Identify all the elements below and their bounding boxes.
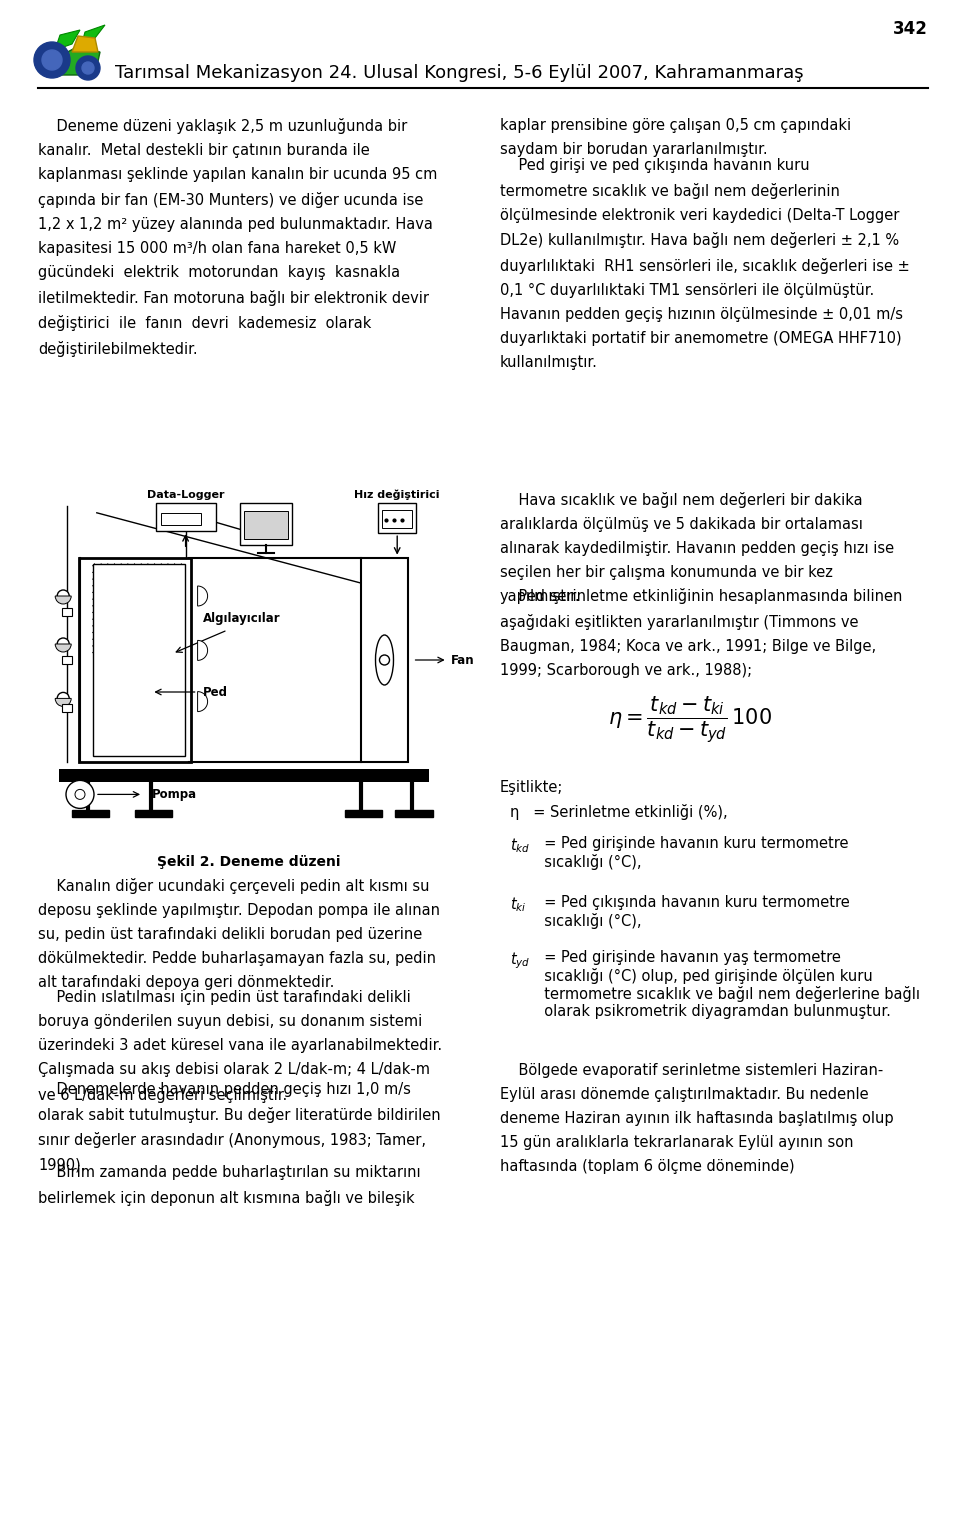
- Text: olarak psikrometrik diyagramdan bulunmuştur.: olarak psikrometrik diyagramdan bulunmuş…: [535, 1004, 891, 1019]
- Bar: [156, 503, 216, 532]
- Text: Bölgede evaporatif serinletme sistemleri Haziran-
Eylül arası dönemde çalıştırıl: Bölgede evaporatif serinletme sistemleri…: [500, 1063, 894, 1174]
- Wedge shape: [56, 699, 71, 706]
- Bar: [59, 769, 428, 782]
- Wedge shape: [198, 586, 207, 606]
- Text: Kanalın diğer ucundaki çerçeveli pedin alt kısmı su
deposu şeklinde yapılmıştır.: Kanalın diğer ucundaki çerçeveli pedin a…: [38, 878, 440, 990]
- Bar: [62, 703, 72, 712]
- Text: $\eta = \dfrac{t_{kd} - t_{ki}}{t_{kd} - t_{yd}} \, 100$: $\eta = \dfrac{t_{kd} - t_{ki}}{t_{kd} -…: [608, 694, 772, 746]
- Text: Ped: Ped: [203, 685, 228, 699]
- Wedge shape: [198, 691, 207, 711]
- Text: sıcaklığı (°C),: sıcaklığı (°C),: [535, 854, 641, 870]
- Circle shape: [76, 56, 100, 81]
- Polygon shape: [62, 49, 100, 74]
- Text: Algılayıcılar: Algılayıcılar: [203, 612, 280, 624]
- Text: kaplar prensibine göre çalışan 0,5 cm çapındaki
saydam bir borudan yararlanılmış: kaplar prensibine göre çalışan 0,5 cm ça…: [500, 118, 852, 156]
- Circle shape: [75, 790, 85, 799]
- Text: = Ped girişinde havanın kuru termometre: = Ped girişinde havanın kuru termometre: [535, 835, 849, 851]
- Text: Data-Logger: Data-Logger: [147, 491, 225, 500]
- Bar: [345, 811, 382, 817]
- Bar: [240, 503, 292, 545]
- Wedge shape: [56, 595, 71, 605]
- Text: = Ped girişinde havanın yaş termometre: = Ped girişinde havanın yaş termometre: [535, 949, 841, 965]
- Text: $t_{ki}$: $t_{ki}$: [510, 895, 526, 914]
- Circle shape: [379, 655, 390, 665]
- Text: sıcaklığı (°C) olup, ped girişinde ölçülen kuru: sıcaklığı (°C) olup, ped girişinde ölçül…: [535, 968, 873, 984]
- Bar: [92, 564, 185, 756]
- Circle shape: [58, 589, 69, 602]
- Text: Hız değiştirici: Hız değiştirici: [354, 489, 440, 500]
- Text: termometre sıcaklık ve bağıl nem değerlerine bağlı: termometre sıcaklık ve bağıl nem değerle…: [535, 986, 920, 1003]
- Circle shape: [34, 43, 70, 77]
- Wedge shape: [56, 644, 71, 652]
- Text: Hava sıcaklık ve bağıl nem değerleri bir dakika
aralıklarda ölçülmüş ve 5 dakika: Hava sıcaklık ve bağıl nem değerleri bir…: [500, 492, 894, 605]
- Text: Deneme düzeni yaklaşık 2,5 m uzunluğunda bir
kanalır.  Metal destekli bir çatını: Deneme düzeni yaklaşık 2,5 m uzunluğunda…: [38, 118, 438, 357]
- Text: sıcaklığı (°C),: sıcaklığı (°C),: [535, 913, 641, 930]
- Text: $t_{kd}$: $t_{kd}$: [510, 835, 530, 855]
- Bar: [378, 503, 417, 533]
- Polygon shape: [55, 30, 80, 50]
- Polygon shape: [72, 36, 98, 52]
- Text: $t_{yd}$: $t_{yd}$: [510, 949, 530, 971]
- Text: Tarımsal Mekanizasyon 24. Ulusal Kongresi, 5-6 Eylül 2007, Kahramanmaraş: Tarımsal Mekanizasyon 24. Ulusal Kongres…: [115, 64, 804, 82]
- Text: = Ped çıkışında havanın kuru termometre: = Ped çıkışında havanın kuru termometre: [535, 895, 850, 910]
- Circle shape: [66, 781, 94, 808]
- Ellipse shape: [375, 635, 394, 685]
- Circle shape: [58, 693, 69, 705]
- Bar: [395, 811, 433, 817]
- Bar: [72, 811, 109, 817]
- Text: Pompa: Pompa: [152, 788, 197, 801]
- Circle shape: [58, 638, 69, 650]
- Text: Ped girişi ve ped çıkışında havanın kuru
termometre sıcaklık ve bağıl nem değerl: Ped girişi ve ped çıkışında havanın kuru…: [500, 158, 910, 371]
- Bar: [361, 557, 408, 763]
- Bar: [160, 513, 201, 526]
- Text: Pedin ıslatılması için pedin üst tarafındaki delikli
boruya gönderilen suyun deb: Pedin ıslatılması için pedin üst tarafın…: [38, 990, 443, 1103]
- Bar: [62, 656, 72, 664]
- Circle shape: [82, 62, 94, 74]
- Bar: [382, 510, 412, 529]
- Text: Şekil 2. Deneme düzeni: Şekil 2. Deneme düzeni: [157, 855, 341, 869]
- Text: Denemelerde havanın pedden geçiş hızı 1,0 m/s
olarak sabit tutulmuştur. Bu değer: Denemelerde havanın pedden geçiş hızı 1,…: [38, 1082, 441, 1173]
- Bar: [79, 557, 191, 763]
- Text: η   = Serinletme etkinliği (%),: η = Serinletme etkinliği (%),: [510, 804, 728, 820]
- Text: Fan: Fan: [450, 653, 474, 667]
- Bar: [62, 608, 72, 617]
- Bar: [134, 811, 173, 817]
- Wedge shape: [198, 641, 207, 661]
- Text: Ped serinletme etkinliğinin hesaplanmasında bilinen
aşağıdaki eşitlikten yararla: Ped serinletme etkinliğinin hesaplanması…: [500, 588, 902, 677]
- Text: 342: 342: [893, 20, 928, 38]
- Circle shape: [42, 50, 62, 70]
- Text: Eşitlikte;: Eşitlikte;: [500, 779, 564, 794]
- Text: Birim zamanda pedde buharlaştırılan su miktarını
belirlemek için deponun alt kıs: Birim zamanda pedde buharlaştırılan su m…: [38, 1165, 420, 1206]
- Bar: [244, 512, 288, 539]
- Polygon shape: [80, 24, 105, 50]
